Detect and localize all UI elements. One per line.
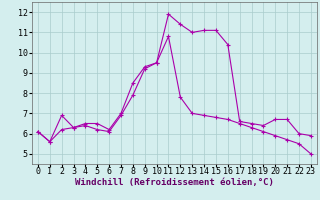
X-axis label: Windchill (Refroidissement éolien,°C): Windchill (Refroidissement éolien,°C) [75,178,274,187]
